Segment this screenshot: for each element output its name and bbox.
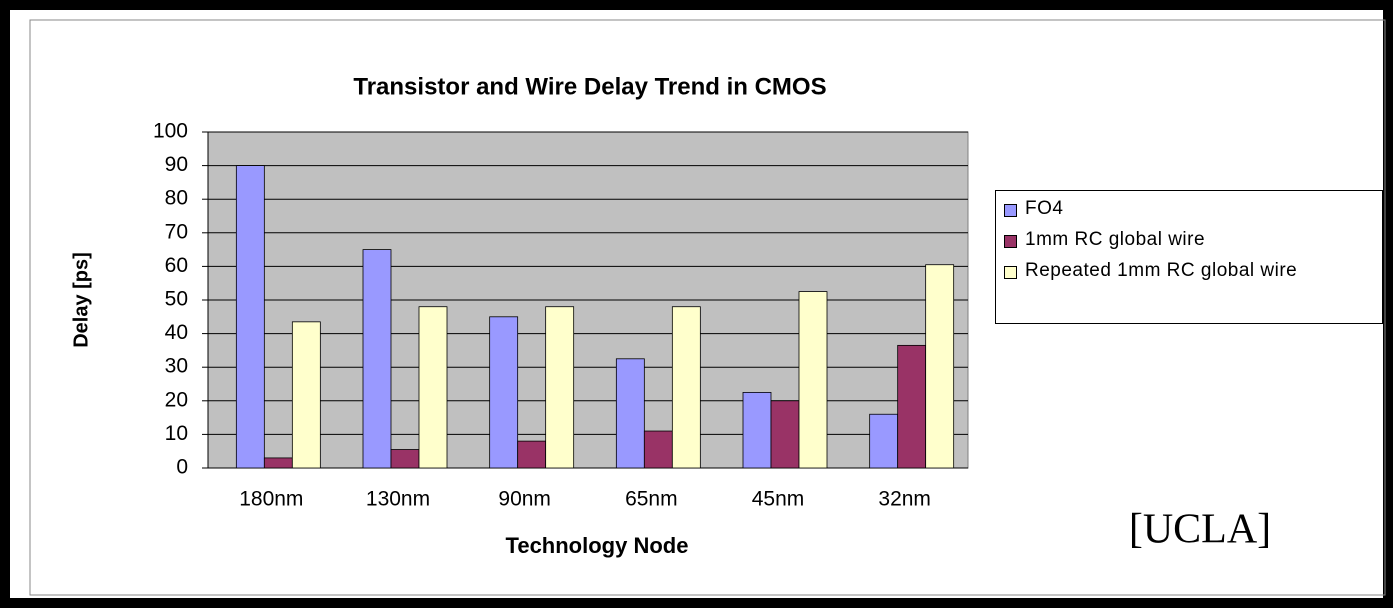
bar	[263, 457, 293, 469]
bar	[615, 358, 645, 469]
y-tick-label: 10	[165, 422, 188, 445]
y-tick-label: 90	[165, 153, 188, 176]
legend-label: 1mm RC global wire	[1025, 229, 1206, 250]
legend-entry: Repeated 1mm RC global wire	[1002, 261, 1376, 280]
bar	[418, 306, 448, 469]
y-tick-label: 100	[153, 120, 188, 143]
y-axis-label: Delay [ps]	[70, 252, 92, 348]
bar	[235, 165, 265, 469]
x-tick-label: 130nm	[366, 488, 430, 511]
x-tick-label: 45nm	[752, 488, 805, 511]
bar	[869, 413, 899, 469]
y-tick-label: 50	[165, 288, 188, 311]
y-tick-label: 70	[165, 220, 188, 243]
legend-swatch	[1004, 235, 1017, 248]
y-tick-label: 60	[165, 254, 188, 277]
bar	[742, 391, 772, 469]
legend-swatch	[1004, 204, 1017, 217]
frame	[29, 19, 1386, 596]
y-tick-label: 20	[165, 388, 188, 411]
annotation: [UCLA]	[1129, 507, 1271, 553]
x-tick-label: 90nm	[498, 488, 551, 511]
y-tick-label: 80	[165, 187, 188, 210]
bar	[291, 321, 321, 469]
bar	[770, 400, 800, 469]
bar	[925, 264, 955, 469]
y-tick-label: 40	[165, 321, 188, 344]
chart-title: Transistor and Wire Delay Trend in CMOS	[353, 73, 826, 100]
x-axis-label: Technology Node	[506, 533, 689, 558]
legend-entry: FO4	[1002, 199, 1376, 218]
y-tick-label: 0	[176, 456, 188, 479]
legend-label: Repeated 1mm RC global wire	[1025, 260, 1298, 281]
x-tick-label: 65nm	[625, 488, 678, 511]
legend-entry: 1mm RC global wire	[1002, 230, 1376, 249]
bar	[545, 306, 575, 469]
x-tick-label: 180nm	[239, 488, 303, 511]
legend-label: FO4	[1025, 198, 1064, 219]
bar	[643, 430, 673, 469]
y-tick-label: 30	[165, 355, 188, 378]
bar	[897, 344, 927, 469]
x-tick-label: 32nm	[878, 488, 931, 511]
bar	[390, 449, 420, 469]
bar	[489, 316, 519, 469]
bar	[798, 291, 828, 469]
bar	[362, 249, 392, 469]
legend-swatch	[1004, 266, 1017, 279]
bar	[517, 440, 547, 469]
legend: FO4 1mm RC global wire Repeated 1mm RC glo…	[995, 190, 1383, 324]
bar	[671, 306, 701, 469]
